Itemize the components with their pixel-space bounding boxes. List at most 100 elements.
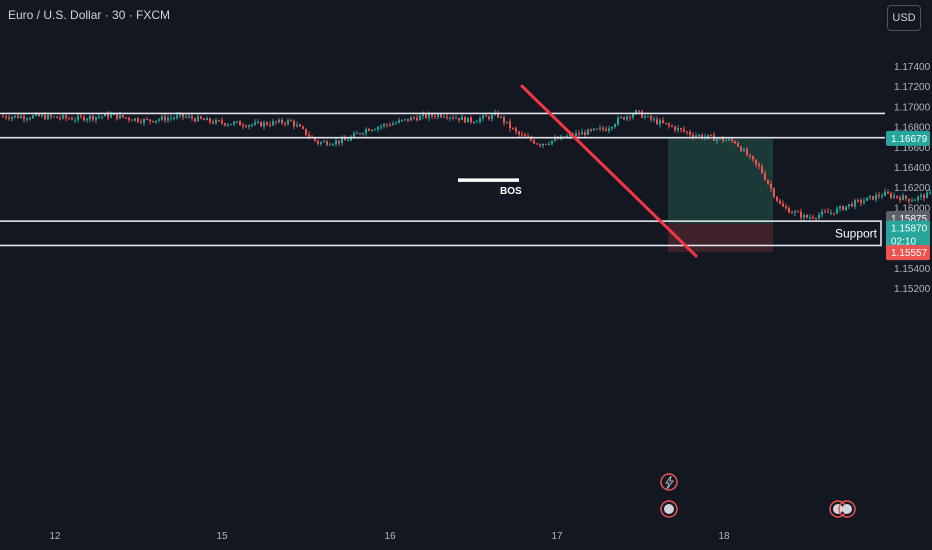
candle-body — [362, 133, 364, 135]
eu-flag-icon-fill — [833, 504, 843, 514]
stop-price-badge-bg — [886, 245, 930, 261]
candle-body — [356, 133, 358, 135]
candle-body — [908, 198, 910, 202]
candle-body — [32, 115, 34, 119]
candle-body — [146, 119, 148, 121]
candle-body — [50, 114, 52, 117]
candle-body — [203, 118, 205, 121]
candle-body — [416, 117, 418, 121]
candle-body — [740, 146, 742, 152]
candle-body — [551, 140, 553, 144]
chart-title: Euro / U.S. Dollar · 30 · FXCM — [8, 8, 171, 22]
candle-body — [230, 124, 232, 126]
candle-body — [716, 138, 718, 141]
candle-body — [71, 118, 73, 120]
candle-body — [779, 200, 781, 204]
candle-body — [185, 116, 187, 118]
candle-body — [827, 211, 829, 213]
candle-body — [359, 133, 361, 135]
candle-body — [383, 124, 385, 127]
candle-body — [710, 134, 712, 136]
candle-body — [470, 117, 472, 123]
candle-body — [686, 131, 688, 133]
lightning-glyph — [665, 475, 674, 490]
candle-body — [668, 123, 670, 126]
candle-body — [611, 127, 613, 129]
candle-body — [599, 127, 601, 129]
candle-body — [437, 114, 439, 118]
candle-body — [776, 196, 778, 201]
candle-body — [389, 124, 391, 126]
candle-body — [239, 121, 241, 126]
candle-body — [854, 200, 856, 207]
candle-body — [170, 117, 172, 119]
candle-body — [221, 120, 223, 124]
candle-body — [791, 212, 793, 214]
candle-body — [911, 200, 913, 202]
candle-body — [386, 124, 388, 126]
candle-body — [410, 117, 412, 121]
candle-body — [251, 124, 253, 126]
candle-body — [191, 116, 193, 119]
candle-body — [308, 134, 310, 137]
candle-body — [167, 118, 169, 121]
y-tick-label: 1.16000 — [894, 203, 931, 214]
candle-body — [698, 135, 700, 137]
candle-body — [209, 118, 211, 122]
candle-body — [242, 125, 244, 127]
candle-body — [500, 116, 502, 118]
candle-body — [131, 119, 133, 121]
candle-body — [368, 128, 370, 131]
candle-body — [197, 116, 199, 122]
candle-body — [38, 113, 40, 117]
candle-body — [275, 121, 277, 123]
candle-body — [530, 137, 532, 141]
candle-body — [77, 115, 79, 120]
candle-body — [848, 204, 850, 207]
candle-body — [863, 200, 865, 203]
candle-body — [809, 217, 811, 219]
candle-body — [842, 206, 844, 210]
candle-body — [296, 124, 298, 126]
candle-body — [8, 117, 10, 119]
last-price-badge: 02:10 — [891, 237, 916, 248]
candle-body — [737, 143, 739, 147]
candle-body — [761, 166, 763, 174]
candle-body — [485, 115, 487, 117]
candle-body — [434, 116, 436, 118]
candle-body — [785, 206, 787, 209]
candle-body — [803, 215, 805, 218]
candle-body — [617, 117, 619, 125]
candle-body — [896, 195, 898, 198]
candle-body — [20, 116, 22, 118]
candle-body — [194, 118, 196, 122]
candle-body — [782, 203, 784, 207]
candle-body — [515, 128, 517, 132]
candle-body — [545, 143, 547, 145]
candle-body — [770, 183, 772, 189]
candle-body — [458, 117, 460, 121]
candle-body — [569, 134, 571, 137]
candle-body — [602, 127, 604, 130]
candle-body — [671, 125, 673, 127]
candle-body — [860, 200, 862, 203]
candle-body — [158, 119, 160, 121]
candle-body — [440, 114, 442, 117]
stop-price-badge: 1.15557 — [891, 248, 928, 259]
candle-body — [269, 124, 271, 126]
candle-body — [260, 121, 262, 127]
currency-button[interactable]: USD — [887, 5, 921, 31]
y-tick-label: 1.16400 — [894, 163, 931, 174]
candle-body — [734, 141, 736, 144]
candle-body — [281, 119, 283, 124]
candle-body — [263, 122, 265, 127]
candle-body — [722, 137, 724, 141]
x-tick-label: 12 — [49, 531, 61, 542]
candle-body — [365, 128, 367, 134]
candle-body — [743, 149, 745, 152]
candle-body — [881, 195, 883, 197]
trendline — [519, 84, 699, 258]
candle-body — [620, 117, 622, 119]
candle-body — [5, 116, 7, 118]
